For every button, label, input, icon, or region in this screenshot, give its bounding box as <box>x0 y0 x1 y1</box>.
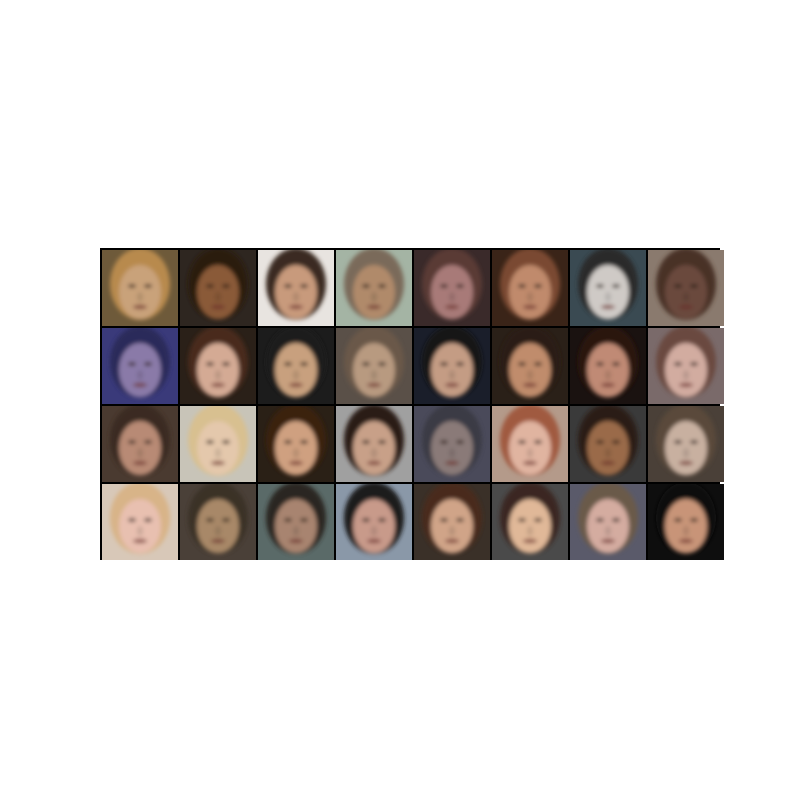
face-tile-r2-c5 <box>414 328 490 404</box>
face-tile-r4-c2 <box>180 484 256 560</box>
face-image <box>180 250 256 326</box>
face-image <box>570 406 646 482</box>
face-tile-r3-c2 <box>180 406 256 482</box>
face-image <box>258 484 334 560</box>
face-image <box>570 328 646 404</box>
face-tile-r2-c7 <box>570 328 646 404</box>
face-image <box>336 328 412 404</box>
face-tile-r4-c6 <box>492 484 568 560</box>
face-image <box>492 328 568 404</box>
face-image <box>336 484 412 560</box>
face-tile-r3-c1 <box>102 406 178 482</box>
face-tile-r4-c7 <box>570 484 646 560</box>
face-tile-r1-c5 <box>414 250 490 326</box>
face-tile-r2-c3 <box>258 328 334 404</box>
face-image <box>570 484 646 560</box>
face-tile-r4-c1 <box>102 484 178 560</box>
face-tile-r4-c5 <box>414 484 490 560</box>
face-tile-r4-c3 <box>258 484 334 560</box>
face-tile-r1-c2 <box>180 250 256 326</box>
face-tile-r2-c6 <box>492 328 568 404</box>
face-image <box>258 406 334 482</box>
face-image <box>414 484 490 560</box>
face-image <box>336 250 412 326</box>
face-tile-r1-c1 <box>102 250 178 326</box>
face-image <box>414 250 490 326</box>
face-image <box>102 484 178 560</box>
face-image <box>180 406 256 482</box>
face-image <box>102 328 178 404</box>
face-image <box>648 406 724 482</box>
face-image <box>648 484 724 560</box>
face-image <box>258 250 334 326</box>
face-tile-r1-c4 <box>336 250 412 326</box>
face-image <box>180 484 256 560</box>
face-sample-grid <box>100 248 724 560</box>
face-tile-r3-c6 <box>492 406 568 482</box>
face-tile-r3-c8 <box>648 406 724 482</box>
face-tile-r4-c8 <box>648 484 724 560</box>
face-tile-r2-c2 <box>180 328 256 404</box>
face-tile-r3-c5 <box>414 406 490 482</box>
face-image <box>492 250 568 326</box>
face-tile-r1-c7 <box>570 250 646 326</box>
face-image <box>102 250 178 326</box>
face-image <box>102 406 178 482</box>
face-image <box>492 484 568 560</box>
face-image <box>648 250 724 326</box>
face-tile-r4-c4 <box>336 484 412 560</box>
face-image <box>414 406 490 482</box>
face-image <box>570 250 646 326</box>
face-image <box>648 328 724 404</box>
face-tile-r3-c7 <box>570 406 646 482</box>
face-tile-r2-c1 <box>102 328 178 404</box>
face-image <box>336 406 412 482</box>
face-tile-r3-c4 <box>336 406 412 482</box>
face-image <box>180 328 256 404</box>
face-tile-r3-c3 <box>258 406 334 482</box>
face-tile-r1-c6 <box>492 250 568 326</box>
face-tile-r1-c8 <box>648 250 724 326</box>
face-image <box>492 406 568 482</box>
face-image <box>414 328 490 404</box>
face-image <box>258 328 334 404</box>
face-tile-r2-c8 <box>648 328 724 404</box>
face-tile-r2-c4 <box>336 328 412 404</box>
face-tile-r1-c3 <box>258 250 334 326</box>
